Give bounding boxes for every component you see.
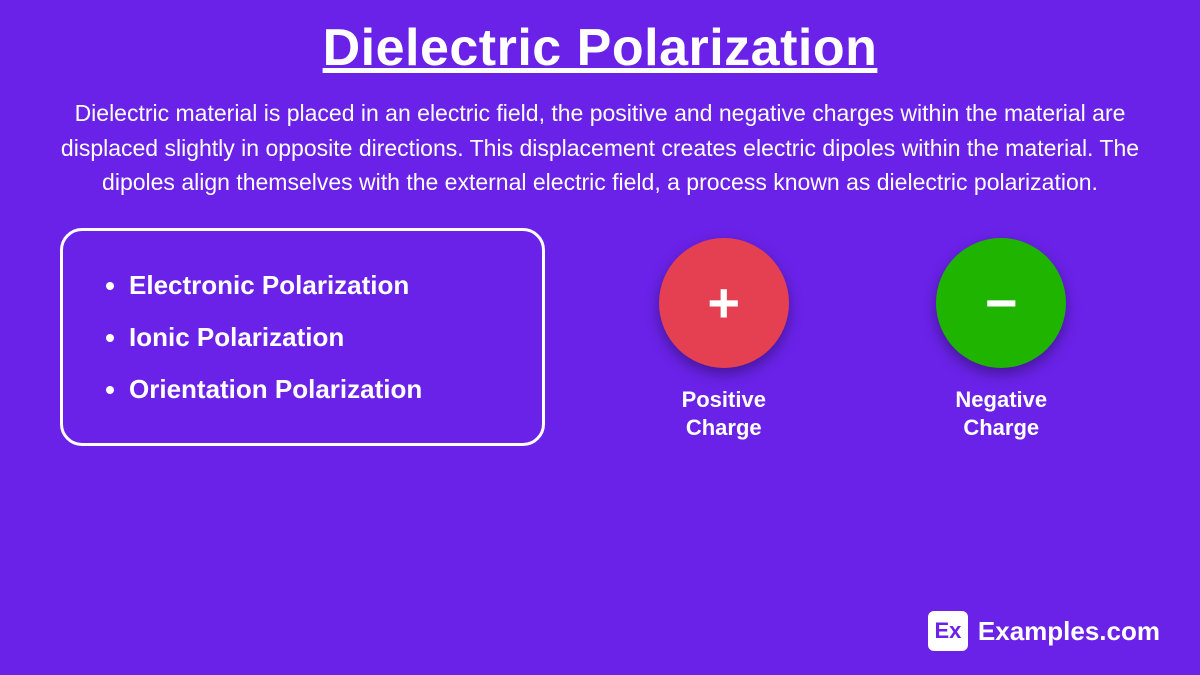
plus-icon: +	[707, 275, 740, 331]
description-text: Dielectric material is placed in an elec…	[0, 78, 1200, 200]
positive-charge-circle: +	[659, 238, 789, 368]
list-item: Orientation Polarization	[129, 363, 506, 415]
content-row: Electronic Polarization Ionic Polarizati…	[0, 200, 1200, 446]
negative-charge-circle: −	[936, 238, 1066, 368]
negative-charge-item: − Negative Charge	[936, 238, 1066, 443]
brand-badge-icon: Ex	[928, 611, 968, 651]
minus-icon: −	[985, 275, 1018, 331]
brand-footer: Ex Examples.com	[928, 611, 1160, 651]
label-line: Charge	[686, 415, 762, 440]
label-line: Charge	[963, 415, 1039, 440]
page-title: Dielectric Polarization	[0, 0, 1200, 78]
negative-charge-label: Negative Charge	[955, 386, 1047, 443]
label-line: Positive	[682, 387, 766, 412]
label-line: Negative	[955, 387, 1047, 412]
list-item: Ionic Polarization	[129, 311, 506, 363]
polarization-types-list: Electronic Polarization Ionic Polarizati…	[99, 259, 506, 415]
positive-charge-item: + Positive Charge	[659, 238, 789, 443]
positive-charge-label: Positive Charge	[682, 386, 766, 443]
brand-text: Examples.com	[978, 616, 1160, 647]
polarization-types-box: Electronic Polarization Ionic Polarizati…	[60, 228, 545, 446]
list-item: Electronic Polarization	[129, 259, 506, 311]
charges-area: + Positive Charge − Negative Charge	[585, 228, 1140, 443]
